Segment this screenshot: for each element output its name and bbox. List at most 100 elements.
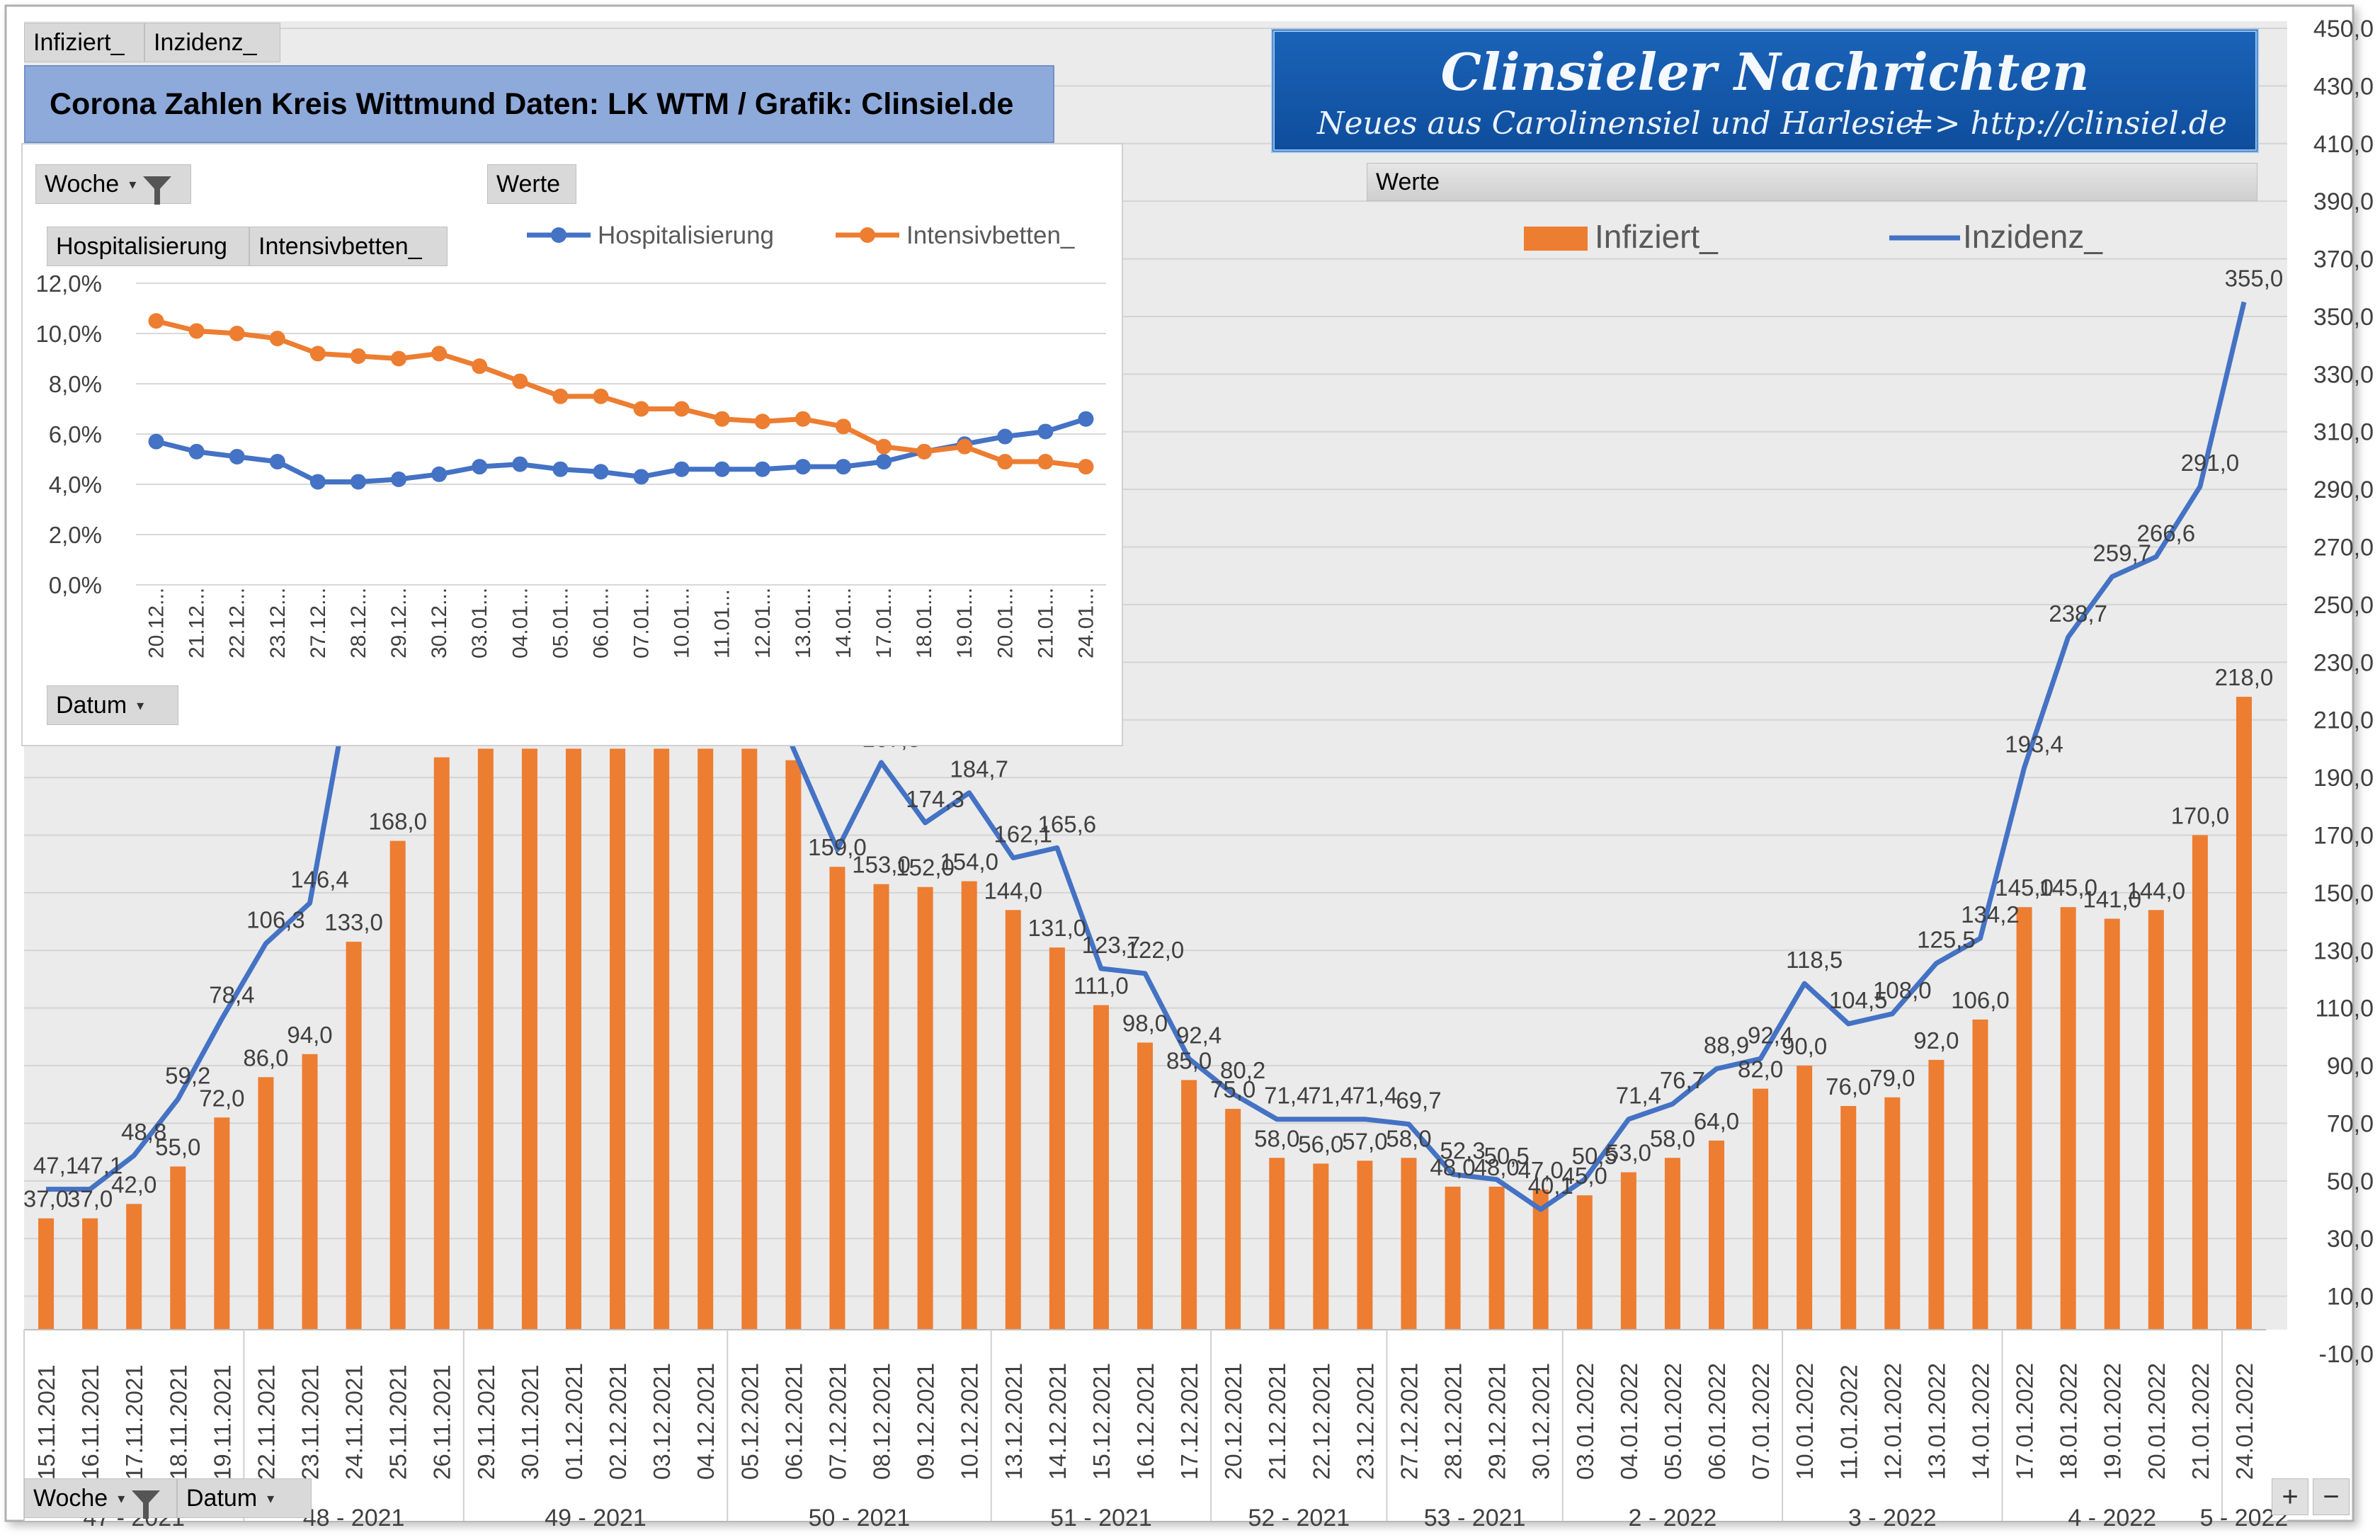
field-button-intensivbetten-label: Intensivbetten_ (258, 232, 422, 260)
y-tick-label: 110,0 (2315, 996, 2374, 1022)
datum-filter-main-label: Datum (186, 1484, 258, 1512)
x-tick-label: 25.11.2021 (385, 1364, 411, 1480)
bar-infiziert (1532, 1190, 1549, 1352)
bar-infiziert (1797, 1066, 1813, 1352)
field-button-hospitalisierung[interactable]: Hospitalisierung (47, 227, 249, 266)
x-tick-label: 12.01.2022 (1879, 1363, 1906, 1480)
bar-infiziert (1093, 1005, 1109, 1352)
bar-data-label: 53,0 (1606, 1140, 1651, 1166)
zoom-out-button[interactable]: − (2313, 1478, 2350, 1515)
y-tick-label: 430,0 (2313, 73, 2374, 100)
bar-infiziert (1225, 1109, 1241, 1352)
bar-infiziert (38, 1218, 55, 1352)
bar-infiziert (477, 748, 494, 1352)
line-data-label: 193,4 (2005, 731, 2063, 757)
x-tick-label: 21.01.2022 (2187, 1363, 2214, 1480)
datum-filter-main[interactable]: Datum ▾ (177, 1478, 312, 1518)
bar-infiziert (1357, 1160, 1373, 1352)
woche-filter-inset-label: Woche (45, 170, 120, 198)
inset-x-tick-label: 11.01... (711, 589, 734, 658)
chart-title-text: Corona Zahlen Kreis Wittmund Daten: LK W… (50, 86, 1014, 121)
field-button-infiziert[interactable]: Infiziert_ (24, 23, 144, 62)
zoom-in-button[interactable]: + (2272, 1478, 2308, 1515)
inset-x-tick-label: 05.01... (549, 588, 572, 658)
inset-data-point (916, 443, 933, 460)
line-data-label: 92,4 (1748, 1022, 1793, 1048)
inset-y-tick-label: 4,0% (49, 472, 102, 498)
inset-x-tick-label: 07.01... (630, 588, 654, 658)
x-tick-label: 20.01.2022 (2143, 1363, 2170, 1480)
y-tick-label: 10,0 (2327, 1284, 2374, 1311)
line-data-label: 122,0 (1126, 937, 1185, 963)
inset-data-point (1037, 454, 1054, 470)
y-tick-label: 190,0 (2313, 765, 2374, 792)
banner-subtitle: Neues aus Carolinensiel und Harlesiel (1317, 105, 1924, 142)
line-data-label: 162,1 (993, 821, 1052, 848)
inset-data-point (1037, 423, 1054, 440)
woche-filter-inset[interactable]: Woche ▾ (35, 164, 191, 205)
line-data-label: 50,5 (1484, 1143, 1530, 1169)
datum-filter-inset[interactable]: Datum ▾ (47, 685, 178, 725)
inset-data-point (188, 323, 205, 339)
inset-series-lines (148, 313, 1094, 490)
bar-infiziert (2236, 697, 2252, 1352)
inset-y-axis: 0,0% 2,0% 4,0% 6,0% 8,0% 10,0% 12,0% (35, 270, 102, 598)
bar-data-label: 47,0 (1518, 1157, 1564, 1183)
x-tick-label: 29.12.2021 (1484, 1363, 1510, 1480)
inset-chart-panel: 0,0% 2,0% 4,0% 6,0% 8,0% 10,0% 12,0% 20.12... 2… (21, 143, 1123, 746)
x-tick-label: 22.12.2021 (1308, 1363, 1334, 1480)
bar-infiziert (654, 748, 670, 1352)
werte-header-main[interactable]: Werte (1367, 163, 2257, 201)
bar-data-label: 55,0 (155, 1134, 200, 1160)
bar-data-label: 58,0 (1254, 1125, 1299, 1151)
dropdown-icon: ▾ (129, 176, 137, 193)
werte-label-inset: Werte (496, 170, 561, 198)
line-data-label: 50,5 (1572, 1143, 1617, 1169)
inset-y-tick-label: 8,0% (49, 371, 102, 397)
line-data-label: 123,7 (1082, 932, 1141, 958)
x-tick-label: 21.12.2021 (1264, 1363, 1290, 1480)
x-tick-label: 17.01.2022 (2012, 1363, 2038, 1480)
bar-infiziert (214, 1117, 230, 1352)
werte-button-inset[interactable]: Werte (487, 164, 576, 204)
field-button-hospitalisierung-label: Hospitalisierung (56, 232, 227, 260)
inset-data-point (148, 313, 164, 329)
line-data-label: 118,5 (1786, 947, 1843, 973)
inset-data-point (552, 388, 569, 404)
line-data-label: 59,2 (165, 1062, 210, 1088)
x-tick-label: 16.11.2021 (77, 1364, 103, 1480)
line-data-label: 48,8 (121, 1119, 166, 1145)
week-label: 2 - 2022 (1629, 1505, 1717, 1532)
bar-infiziert (1928, 1059, 1945, 1352)
bar-data-label: 37,0 (23, 1186, 69, 1212)
inset-data-point (229, 326, 245, 341)
inset-x-tick-label: 06.01... (589, 588, 613, 658)
x-tick-label: 19.11.2021 (209, 1364, 235, 1480)
bar-data-label: 133,0 (324, 909, 383, 935)
line-data-label: 259,7 (2093, 540, 2151, 566)
woche-filter-main[interactable]: Woche ▾ (24, 1478, 177, 1519)
week-label: 50 - 2021 (809, 1505, 911, 1532)
x-tick-label: 29.11.2021 (473, 1364, 499, 1480)
bar-data-label: 111,0 (1074, 973, 1129, 999)
x-tick-label: 07.01.2022 (1748, 1363, 1774, 1480)
bar-infiziert (1488, 1186, 1505, 1352)
dropdown-icon: ▾ (267, 1490, 275, 1507)
inset-legend-label: Hospitalisierung (598, 222, 774, 249)
line-data-label: 92,4 (1176, 1022, 1222, 1048)
inset-data-point (633, 469, 649, 485)
field-button-inzidenz[interactable]: Inzidenz_ (144, 23, 280, 62)
legend-swatch-infiziert (1524, 227, 1588, 251)
x-tick-label: 15.11.2021 (33, 1364, 59, 1480)
inset-x-tick-label: 21.01... (1034, 588, 1057, 658)
inset-x-tick-label: 29.12... (387, 588, 411, 658)
chart-title: Corona Zahlen Kreis Wittmund Daten: LK W… (24, 65, 1054, 143)
y-tick-label: 230,0 (2313, 649, 2374, 676)
inset-data-point (269, 331, 285, 347)
x-tick-label: 24.01.2022 (2231, 1363, 2257, 1480)
y-tick-label: 70,0 (2327, 1110, 2374, 1137)
field-button-intensivbetten[interactable]: Intensivbetten_ (249, 227, 448, 266)
bar-infiziert (1620, 1172, 1636, 1352)
zoom-controls: + − (2272, 1478, 2355, 1515)
line-data-label: 184,7 (950, 756, 1008, 782)
